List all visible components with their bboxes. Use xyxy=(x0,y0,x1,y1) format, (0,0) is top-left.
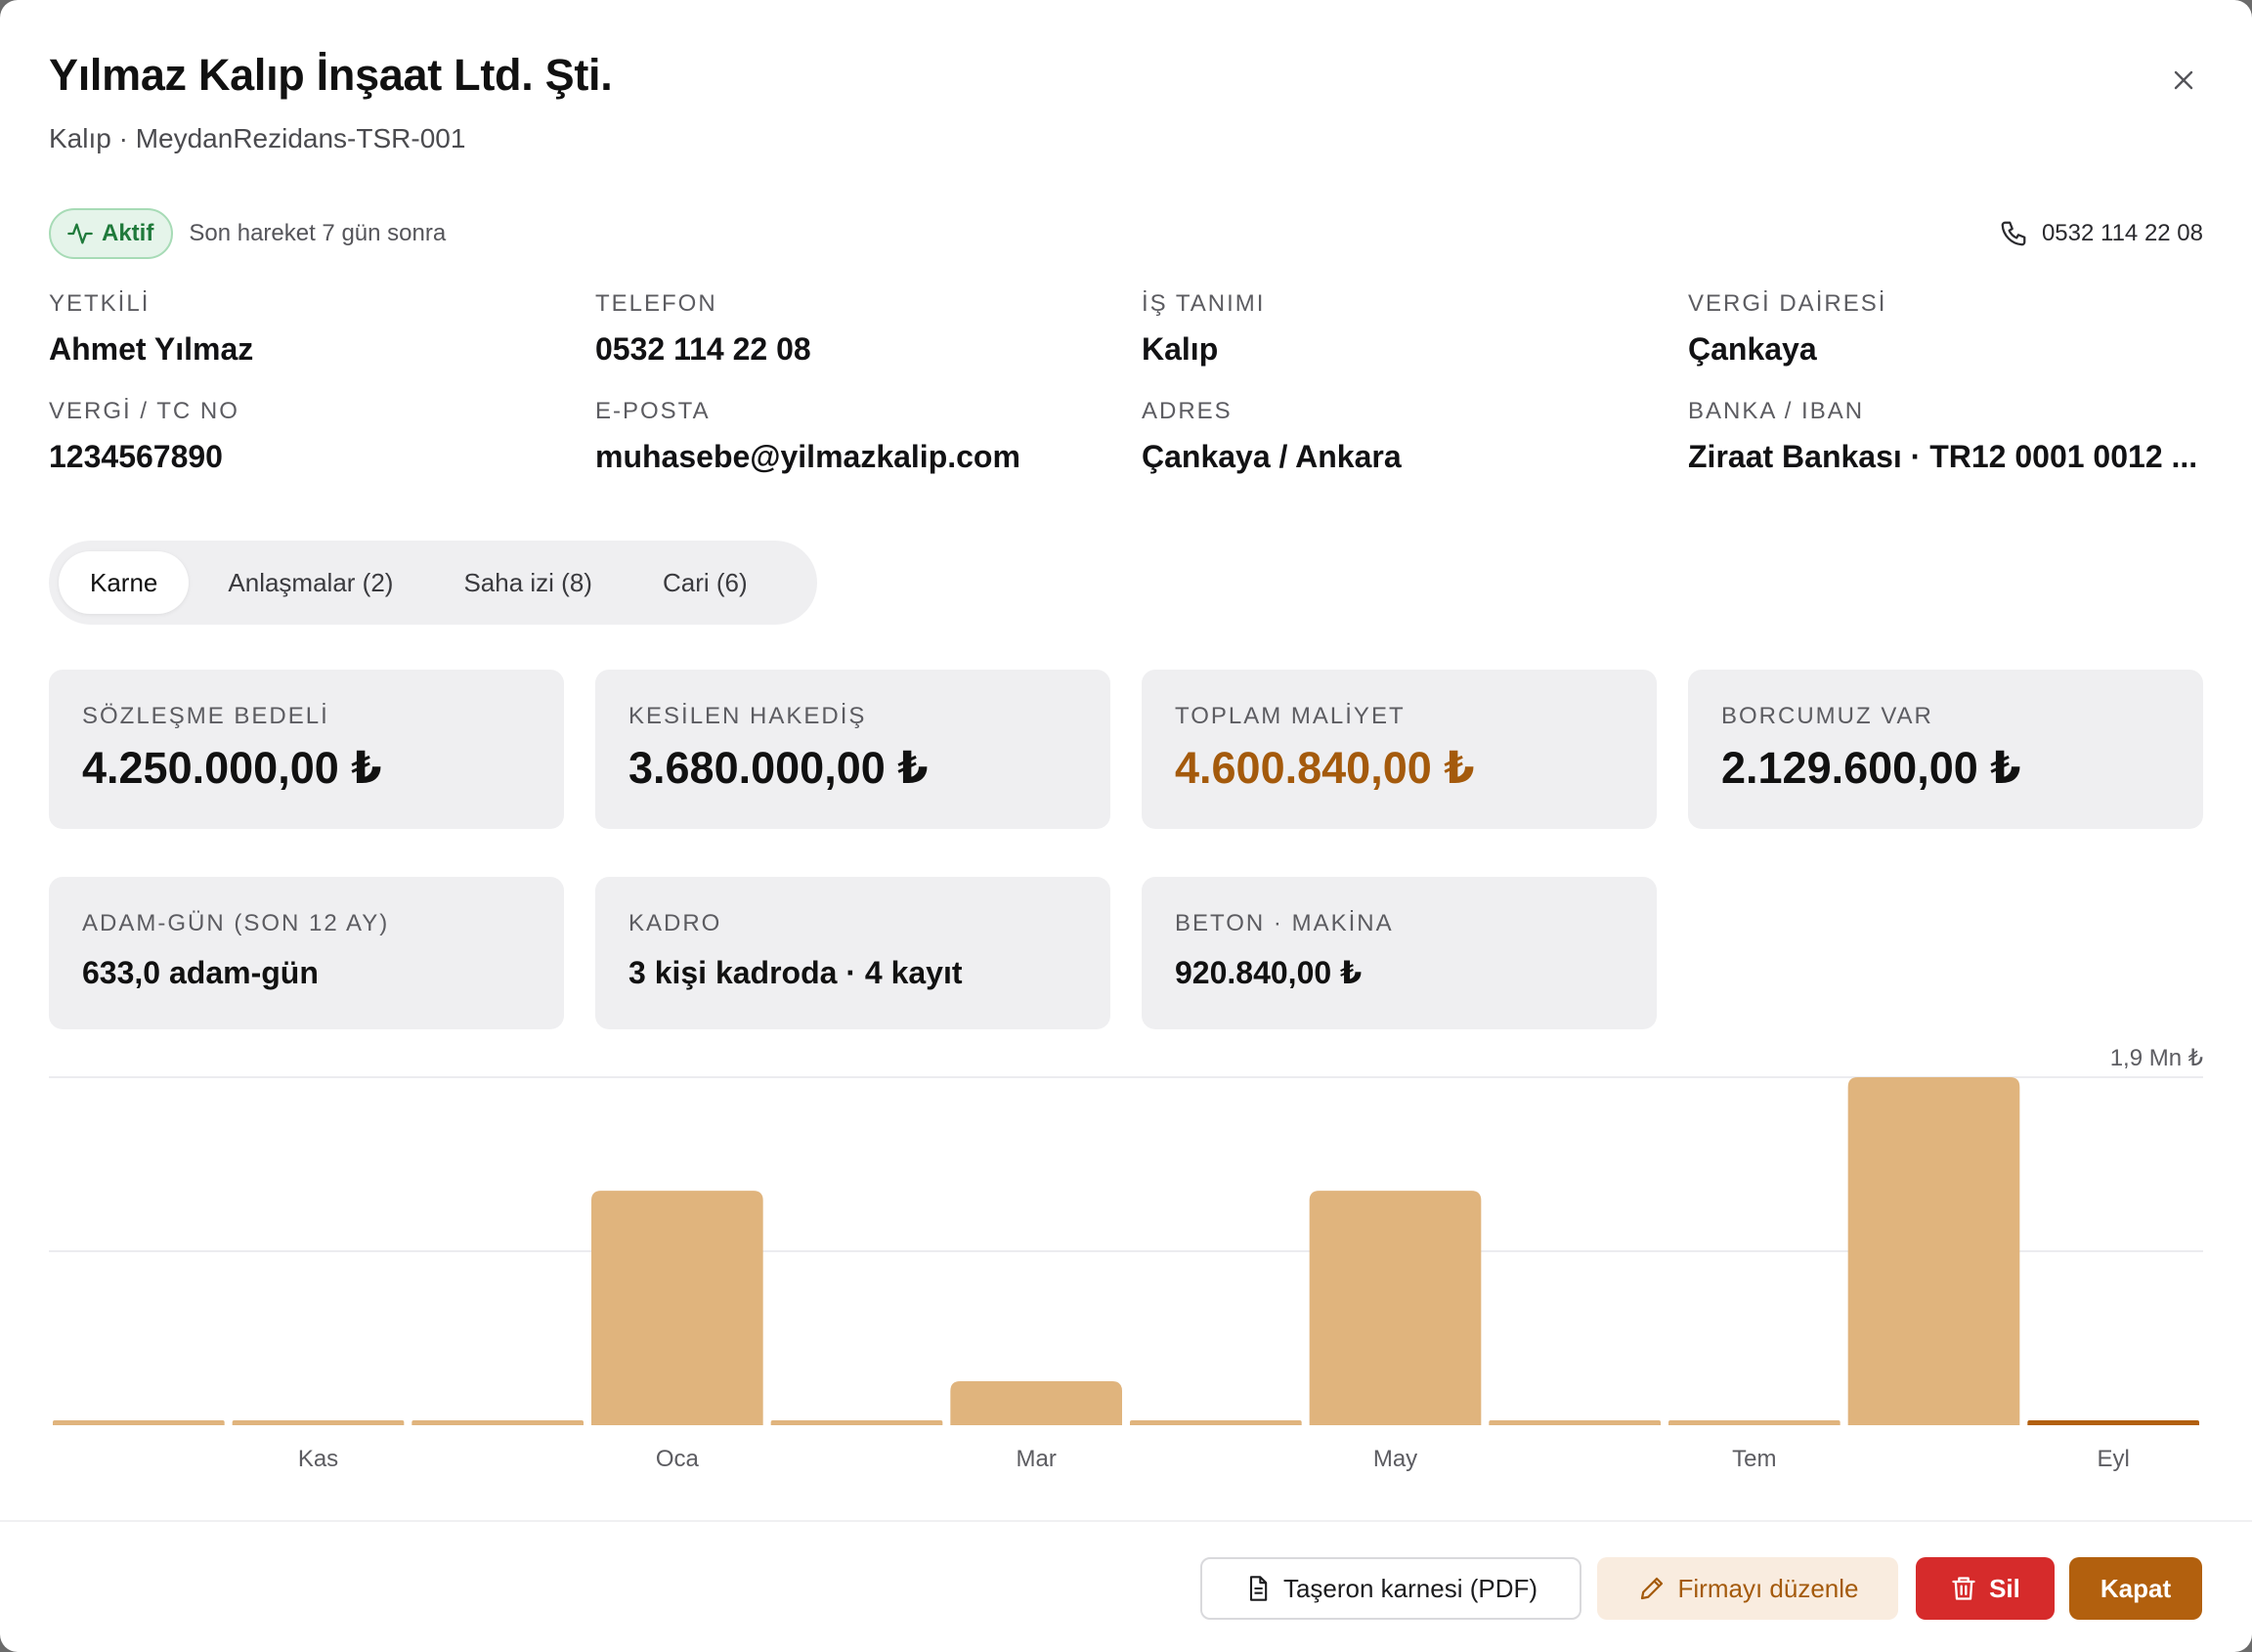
delete-button[interactable]: Sil xyxy=(1916,1557,2055,1620)
x-tick-label: Kas xyxy=(298,1446,338,1472)
info-value: muhasebe@yilmazkalip.com xyxy=(595,439,1020,474)
stat-card-staff: KADRO 3 kişi kadroda · 4 kayıt xyxy=(595,877,1110,1029)
tab-agreements[interactable]: Anlaşmalar (2) xyxy=(228,567,394,597)
info-label: TELEFON xyxy=(595,290,717,317)
stat-label: ADAM-GÜN (SON 12 AY) xyxy=(82,910,390,936)
bar-Haz[interactable] xyxy=(1489,1420,1661,1425)
info-value: Çankaya xyxy=(1688,331,1817,367)
info-label: VERGİ / TC NO xyxy=(49,398,239,424)
info-label: BANKA / IBAN xyxy=(1688,398,1865,424)
bar-Ara[interactable] xyxy=(411,1420,584,1425)
activity-icon xyxy=(67,223,93,244)
stat-label: TOPLAM MALİYET xyxy=(1175,703,1406,729)
info-value: Kalıp xyxy=(1142,331,1219,367)
phone-icon xyxy=(2001,221,2026,246)
stat-value: 3 kişi kadroda · 4 kayıt xyxy=(628,955,963,990)
bar-Tem[interactable] xyxy=(1668,1420,1841,1425)
stat-value: 4.250.000,00 ₺ xyxy=(82,743,382,793)
bar-Eyl[interactable] xyxy=(2027,1420,2199,1425)
close-button[interactable] xyxy=(2162,59,2205,102)
info-tax-number: VERGİ / TC NO 1234567890 xyxy=(49,397,595,475)
stat-label: KADRO xyxy=(628,910,722,936)
info-value: 1234567890 xyxy=(49,439,223,474)
modal-header: Yılmaz Kalıp İnşaat Ltd. Şti. Kalıp · Me… xyxy=(49,45,2203,154)
stat-card-total-cost: TOPLAM MALİYET 4.600.840,00 ₺ xyxy=(1142,670,1657,829)
chart-svg: Kas Oca Mar May Tem Eyl xyxy=(49,1076,2203,1472)
x-tick-label: Eyl xyxy=(2097,1446,2129,1472)
status-badge-label: Aktif xyxy=(102,220,154,246)
x-tick-label: Mar xyxy=(1016,1446,1056,1472)
pencil-icon xyxy=(1640,1577,1663,1600)
info-address: ADRES Çankaya / Ankara xyxy=(1142,397,1688,475)
stat-value: 2.129.600,00 ₺ xyxy=(1721,743,2021,793)
info-job-description: İŞ TANIMI Kalıp xyxy=(1142,289,1688,368)
x-tick-label: Tem xyxy=(1732,1446,1776,1472)
bar-Nis[interactable] xyxy=(1130,1420,1302,1425)
info-bank-iban: BANKA / IBAN Ziraat Bankası · TR12 0001 … xyxy=(1688,397,2203,475)
firm-subtitle: Kalıp · MeydanRezidans-TSR-001 xyxy=(49,123,466,153)
firm-title: Yılmaz Kalıp İnşaat Ltd. Şti. xyxy=(49,50,613,100)
bar-Eki[interactable] xyxy=(53,1420,225,1425)
status-row: Aktif Son hareket 7 gün sonra 0532 114 2… xyxy=(49,208,2203,259)
detail-tabs: Karne Anlaşmalar (2) Saha izi (8) Cari (… xyxy=(49,541,817,625)
stat-value: 633,0 adam-gün xyxy=(82,955,319,990)
tab-site-trace[interactable]: Saha izi (8) xyxy=(463,567,592,597)
bar-Mar[interactable] xyxy=(950,1381,1122,1425)
trash-icon xyxy=(1952,1577,1975,1600)
close-icon xyxy=(2174,70,2193,90)
info-label: YETKİLİ xyxy=(49,290,151,317)
bar-Ağu[interactable] xyxy=(1847,1077,2020,1425)
stat-value: 4.600.840,00 ₺ xyxy=(1175,743,1475,793)
stat-label: BORCUMUZ VAR xyxy=(1721,703,1933,729)
x-tick-label: Oca xyxy=(656,1446,700,1472)
monthly-cost-chart: 1,9 Mn ₺ Kas Oca Mar May Tem Eyl xyxy=(49,1044,2203,1484)
phone-number: 0532 114 22 08 xyxy=(2041,220,2203,246)
info-label: ADRES xyxy=(1142,398,1233,424)
document-icon xyxy=(1249,1576,1268,1601)
edit-firm-button[interactable]: Firmayı düzenle xyxy=(1597,1557,1898,1620)
delete-label: Sil xyxy=(1989,1573,2020,1603)
info-phone: TELEFON 0532 114 22 08 xyxy=(595,289,1142,368)
firm-info-grid: YETKİLİ Ahmet Yılmaz TELEFON 0532 114 22… xyxy=(49,289,2203,475)
stat-card-concrete-machine: BETON · MAKİNA 920.840,00 ₺ xyxy=(1142,877,1657,1029)
stat-card-progress-payment: KESİLEN HAKEDİŞ 3.680.000,00 ₺ xyxy=(595,670,1110,829)
bar-Oca[interactable] xyxy=(591,1191,763,1425)
edit-firm-label: Firmayı düzenle xyxy=(1677,1573,1859,1603)
info-label: VERGİ DAİRESİ xyxy=(1688,290,1887,317)
stat-card-contract-amount: SÖZLEŞME BEDELİ 4.250.000,00 ₺ xyxy=(49,670,564,829)
stat-value: 3.680.000,00 ₺ xyxy=(628,743,929,793)
info-email: E-POSTA muhasebe@yilmazkalip.com xyxy=(595,397,1142,475)
stat-label: BETON · MAKİNA xyxy=(1175,910,1394,936)
status-badge: Aktif xyxy=(49,208,174,259)
pdf-report-button[interactable]: Taşeron karnesi (PDF) xyxy=(1200,1557,1581,1620)
last-activity-text: Son hareket 7 gün sonra xyxy=(189,220,447,246)
info-contact-person: YETKİLİ Ahmet Yılmaz xyxy=(49,289,595,368)
info-value: Ahmet Yılmaz xyxy=(49,331,254,367)
tab-karne[interactable]: Karne xyxy=(59,551,190,614)
info-label: İŞ TANIMI xyxy=(1142,290,1266,317)
bar-May[interactable] xyxy=(1309,1191,1482,1425)
y-max-label: 1,9 Mn ₺ xyxy=(2109,1045,2203,1071)
stat-label: KESİLEN HAKEDİŞ xyxy=(628,703,867,729)
stat-card-man-days: ADAM-GÜN (SON 12 AY) 633,0 adam-gün xyxy=(49,877,564,1029)
stat-card-debt: BORCUMUZ VAR 2.129.600,00 ₺ xyxy=(1688,670,2203,829)
close-modal-button[interactable]: Kapat xyxy=(2069,1557,2202,1620)
bar-Şub[interactable] xyxy=(770,1420,943,1425)
stat-value: 920.840,00 ₺ xyxy=(1175,955,1363,990)
info-tax-office: VERGİ DAİRESİ Çankaya xyxy=(1688,289,2203,368)
info-value: Ziraat Bankası · TR12 0001 0012 ... xyxy=(1688,439,2198,474)
bar-Kas[interactable] xyxy=(232,1420,405,1425)
info-value: Çankaya / Ankara xyxy=(1142,439,1402,474)
info-label: E-POSTA xyxy=(595,398,711,424)
phone-link[interactable]: 0532 114 22 08 xyxy=(1999,208,2203,259)
x-tick-label: May xyxy=(1373,1446,1417,1472)
tab-account[interactable]: Cari (6) xyxy=(662,567,748,597)
info-value: 0532 114 22 08 xyxy=(595,331,811,367)
stat-label: SÖZLEŞME BEDELİ xyxy=(82,703,329,729)
modal-footer: Taşeron karnesi (PDF) Firmayı düzenle Si… xyxy=(0,1520,2252,1652)
pdf-report-label: Taşeron karnesi (PDF) xyxy=(1282,1573,1538,1603)
